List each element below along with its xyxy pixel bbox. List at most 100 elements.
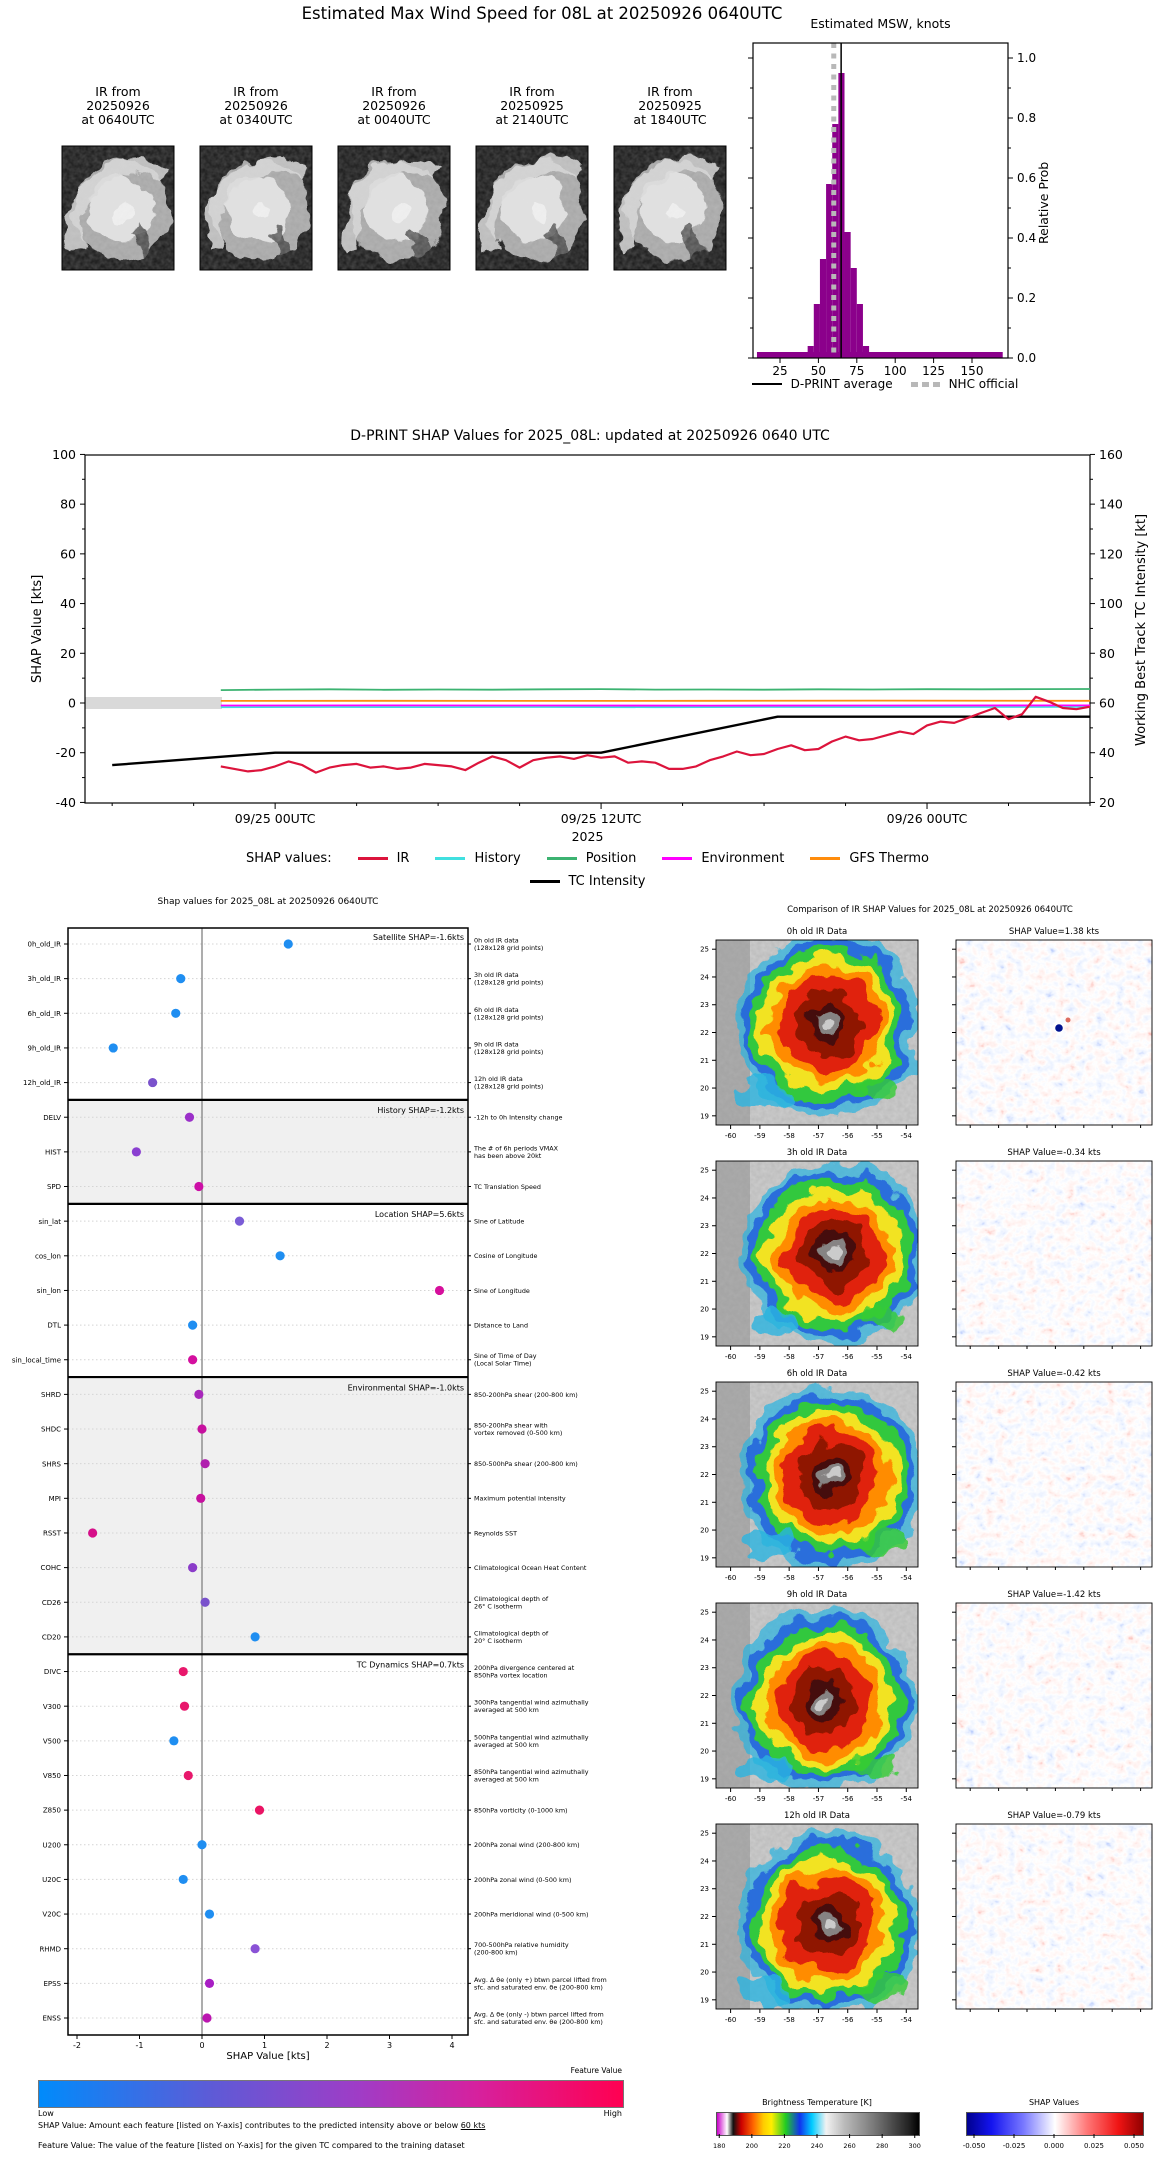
feature-annotation: 26° C isotherm [474,1602,522,1610]
legend-item-nhc-official: NHC official [910,377,1018,391]
lon-tick: -60 [725,1795,736,1803]
feature-value-colorbar [38,2080,624,2108]
shap-map-border [955,939,1153,1126]
shap-colorbar-tick: -0.025 [1003,2142,1026,2150]
thumbnail-border [199,145,313,271]
histogram-ylabel: Relative Prob [1036,161,1051,244]
feature-annotation: 850hPa vortex location [474,1672,548,1680]
lon-tick: -56 [842,2016,854,2024]
timeseries-ylabel-right: Working Best Track TC Intensity [kt] [1134,513,1149,747]
dash-segment [921,381,929,387]
bt-colorbar-tick: 240 [811,2142,823,2150]
thumbnail-border [61,145,175,271]
shap-map-image [956,1382,1152,1567]
circle [744,940,912,1108]
feature-label: 9h_old_IR [28,1045,62,1053]
ir-map-image [716,1824,918,2009]
legend-item-tc-intensity: TC Intensity [529,874,645,889]
feature-label: SHDC [41,1426,61,1434]
lat-tick: 24 [700,1857,709,1865]
shap-map-title: SHAP Value=-0.42 kts [1007,1369,1101,1379]
circle [776,1195,892,1311]
feature-label: U200 [43,1841,61,1849]
rect [614,146,726,270]
timeseries-ytick-right: 40 [1099,745,1115,760]
circle [818,1695,830,1707]
feature-annotation: 20° C isotherm [474,1637,522,1645]
shap-map-border [955,1823,1153,2010]
timeseries-ytick-right: 100 [1099,596,1123,611]
circle [814,1233,854,1273]
lon-tick: -58 [783,1795,794,1803]
feature-annotation: 200hPa zonal wind (0-500 km) [474,1876,571,1884]
shap-dot-SHRD [194,1389,204,1399]
lon-tick: -60 [725,1574,736,1582]
shap-dot-ENSS [202,2013,212,2023]
feature-annotation: 9h old IR data [474,1040,519,1048]
lon-tick: -58 [783,1132,794,1140]
feature-label: DIVC [44,1668,61,1676]
circle [776,1653,872,1749]
circle [757,1634,891,1768]
feature-annotation: 200hPa meridional wind (0-500 km) [474,1910,589,1918]
rect [956,940,1152,1125]
feature-annotation: 850-200hPa shear with [474,1422,548,1430]
thumbnail-label: at 0340UTC [219,112,292,127]
thumbnail-label: IR from [95,84,140,99]
lat-tick: 21 [700,1720,709,1728]
zero-reference-band [85,697,222,709]
rect [716,1824,918,2009]
feature-annotation: 300hPa tangential wind azimuthally [474,1699,589,1707]
feature-label: DTL [47,1322,61,1330]
shap-map-title: SHAP Value=-0.34 kts [1007,1148,1101,1158]
ir-map-image [716,1382,918,1567]
dotplot-xtick: 2 [324,2041,329,2050]
lat-tick: 23 [700,1001,709,1009]
lat-tick: 23 [700,1885,709,1893]
lon-tick: -57 [813,1132,824,1140]
shap-map-image [956,1824,1152,2009]
feature-label: cos_lon [35,1252,61,1260]
section-header: TC Dynamics SHAP=0.7kts [356,1661,464,1670]
shap-dot-3h_old_IR [176,974,186,984]
timeseries-axes-box [84,454,1091,804]
ellipse [364,174,428,242]
legend-item-gfs-thermo: GFS Thermo [810,851,929,866]
histogram-ytick: 1.0 [1017,51,1036,65]
lon-tick: -59 [754,2016,765,2024]
thumbnail-label: IR from [371,84,416,99]
rect [956,1603,1152,1788]
legend-item-dprint-average: D-PRINT average [751,377,893,391]
feature-annotation: (128x128 grid points) [474,1083,543,1091]
rect [716,1161,918,1346]
circle [808,1004,848,1044]
histogram-title: Estimated MSW, knots [810,16,951,31]
legend-label: History [474,851,521,866]
histogram-baseline-bar [756,352,1003,358]
feature-value-low-label: Low [38,2109,54,2118]
lon-tick: -58 [783,2016,794,2024]
lon-tick: -54 [901,1132,913,1140]
timeseries-ytick-right: 160 [1099,447,1123,462]
circle [795,1891,861,1957]
feature-label: 6h_old_IR [28,1010,62,1018]
ir-map-image [716,1161,918,1346]
lat-tick: 19 [700,1775,709,1783]
dotplot-xlabel: SHAP Value [kts] [226,2051,310,2062]
ir-map-border [715,1381,919,1568]
thumbnail-label: 20250926 [362,98,426,113]
feature-annotation: (128x128 grid points) [474,979,543,987]
thumbnail-label: at 2140UTC [495,112,568,127]
rect [956,1824,1152,2009]
circle [391,203,409,221]
storm-color-rings [742,1161,918,1345]
circle [747,1393,915,1561]
ir-map-title: 3h old IR Data [787,1148,848,1158]
feature-annotation: Climatological Ocean Heat Content [474,1564,587,1572]
shap-dot-DIVC [178,1666,188,1677]
lon-tick: -60 [725,1132,736,1140]
feature-label: U20C [42,1876,61,1884]
section-header: Environmental SHAP=-1.0kts [348,1383,464,1392]
path [343,157,445,252]
timeseries-ytick-left: 60 [60,546,76,561]
